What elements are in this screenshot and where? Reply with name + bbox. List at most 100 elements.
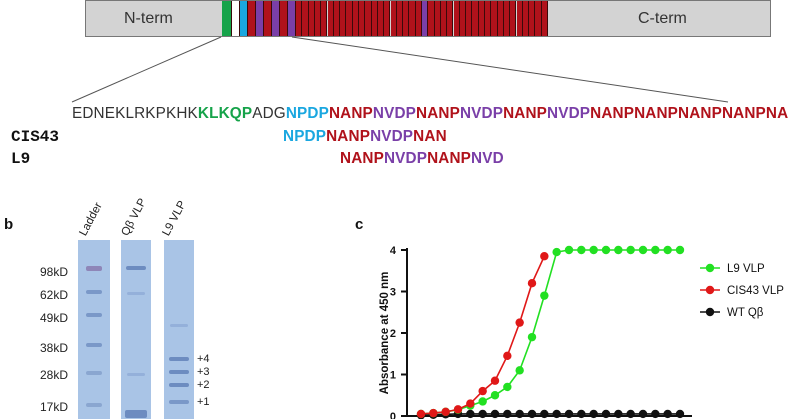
repeat-segment (522, 1, 530, 36)
data-point (466, 409, 475, 419)
l9-segment-purple: NVD (471, 150, 504, 167)
repeat-segment (459, 1, 467, 36)
repeat-segment (371, 1, 378, 36)
conjugate-label-plus3: +3 (197, 366, 210, 378)
l9-segment-red: NANP (427, 150, 472, 167)
zoom-line-right (291, 36, 729, 103)
conjugate-label-plus4: +4 (197, 353, 210, 365)
sequence-segment-purple: NVDP (372, 105, 416, 122)
mw-38: 38kD (40, 341, 69, 355)
repeat-segment (240, 1, 248, 36)
l9-segment-red: NANP (340, 150, 384, 167)
l9-band-plus4 (169, 357, 189, 361)
protein-schematic-bar: N-term C-term (85, 0, 771, 37)
series-line-wt-q- (420, 413, 680, 416)
data-point (675, 409, 685, 419)
l9-band-plus1 (169, 400, 189, 404)
repeat-segment (447, 1, 454, 36)
repeat-segment (359, 1, 366, 36)
data-point (552, 247, 561, 257)
sequence-segment-red: NANP (416, 105, 460, 122)
data-point (564, 409, 574, 419)
data-point (515, 409, 524, 419)
sequence-segment-black: ADG (252, 105, 286, 122)
repeat-segment (346, 1, 353, 36)
sequence-segment-purple: NVDP (459, 105, 504, 122)
repeat-segment (296, 1, 303, 36)
qbeta-monomer-band (125, 410, 147, 418)
data-point (515, 318, 524, 327)
legend-label: WT Qβ (727, 307, 764, 319)
legend-marker (705, 285, 715, 295)
zoom-lines (71, 36, 729, 103)
repeat-segment (321, 1, 328, 36)
data-point (577, 245, 586, 255)
repeat-segment (478, 1, 485, 36)
data-point (490, 391, 500, 400)
full-sequence: EDNEKLRKPKHKKLKQPADGNPDPNANPNVDPNANPNVDP… (72, 105, 788, 123)
data-point (503, 382, 512, 392)
data-point (478, 386, 487, 396)
data-point (638, 245, 648, 255)
data-point (503, 351, 512, 361)
data-point (441, 407, 450, 417)
cis43-name: CIS43 (11, 128, 60, 146)
y-tick-label: 0 (390, 411, 396, 419)
data-point (614, 245, 623, 255)
ladder-band (86, 403, 102, 407)
data-point (651, 409, 660, 419)
data-point (638, 409, 648, 419)
repeat-segment (485, 1, 492, 36)
cis43-segment-red: NANP (326, 128, 371, 145)
sequence-segment-purple: NVDP (547, 105, 591, 122)
legend-label: CIS43 VLP (727, 285, 784, 297)
data-point (453, 405, 463, 414)
repeat-segment (497, 1, 504, 36)
data-point (663, 409, 672, 419)
data-point (540, 252, 549, 261)
sequence-segment-cyan: NPDP (285, 105, 329, 122)
repeat-segment (428, 1, 435, 36)
qbeta-band (127, 373, 145, 376)
data-point (589, 409, 598, 419)
repeat-segment (232, 1, 240, 36)
repeat-segment (390, 1, 397, 36)
gel-lane-qbeta (121, 240, 151, 419)
sequence-segment-red: NANP (328, 105, 373, 122)
data-point (466, 399, 475, 408)
mw-49: 49kD (40, 311, 69, 325)
repeat-segment (327, 1, 334, 36)
repeat-segment (409, 1, 416, 36)
repeat-segment (396, 1, 404, 36)
repeat-segment (264, 1, 272, 36)
mw-17: 17kD (40, 400, 69, 414)
repeat-segment (302, 1, 309, 36)
series-line-l9-vlp (420, 249, 680, 415)
repeat-segment (510, 1, 517, 36)
mw-62: 62kD (40, 288, 69, 302)
data-point (614, 409, 623, 419)
repeat-segment (280, 1, 288, 36)
legend-marker (705, 263, 715, 273)
nterm-label: N-term (124, 10, 173, 27)
data-point (527, 332, 537, 342)
l9-epitope-sequence: NANPNVDPNANPNVD (340, 150, 504, 168)
l9-segment-purple: NVDP (383, 150, 428, 167)
repeat-segment (384, 1, 391, 36)
ladder-band (86, 313, 102, 317)
cis43-segment-cyan: NPDP (283, 128, 327, 145)
repeat-segment (272, 1, 280, 36)
repeat-segment (352, 1, 359, 36)
repeat-segment (222, 1, 232, 36)
data-point (490, 409, 500, 419)
y-tick-label: 4 (390, 245, 397, 257)
data-point (601, 245, 611, 255)
data-point (515, 366, 524, 375)
data-point (601, 409, 611, 419)
mw-28: 28kD (40, 368, 69, 382)
mw-98: 98kD (40, 265, 69, 279)
repeat-segment (314, 1, 322, 36)
data-point (478, 397, 487, 406)
data-point (651, 245, 660, 255)
repeat-segment (248, 1, 256, 36)
